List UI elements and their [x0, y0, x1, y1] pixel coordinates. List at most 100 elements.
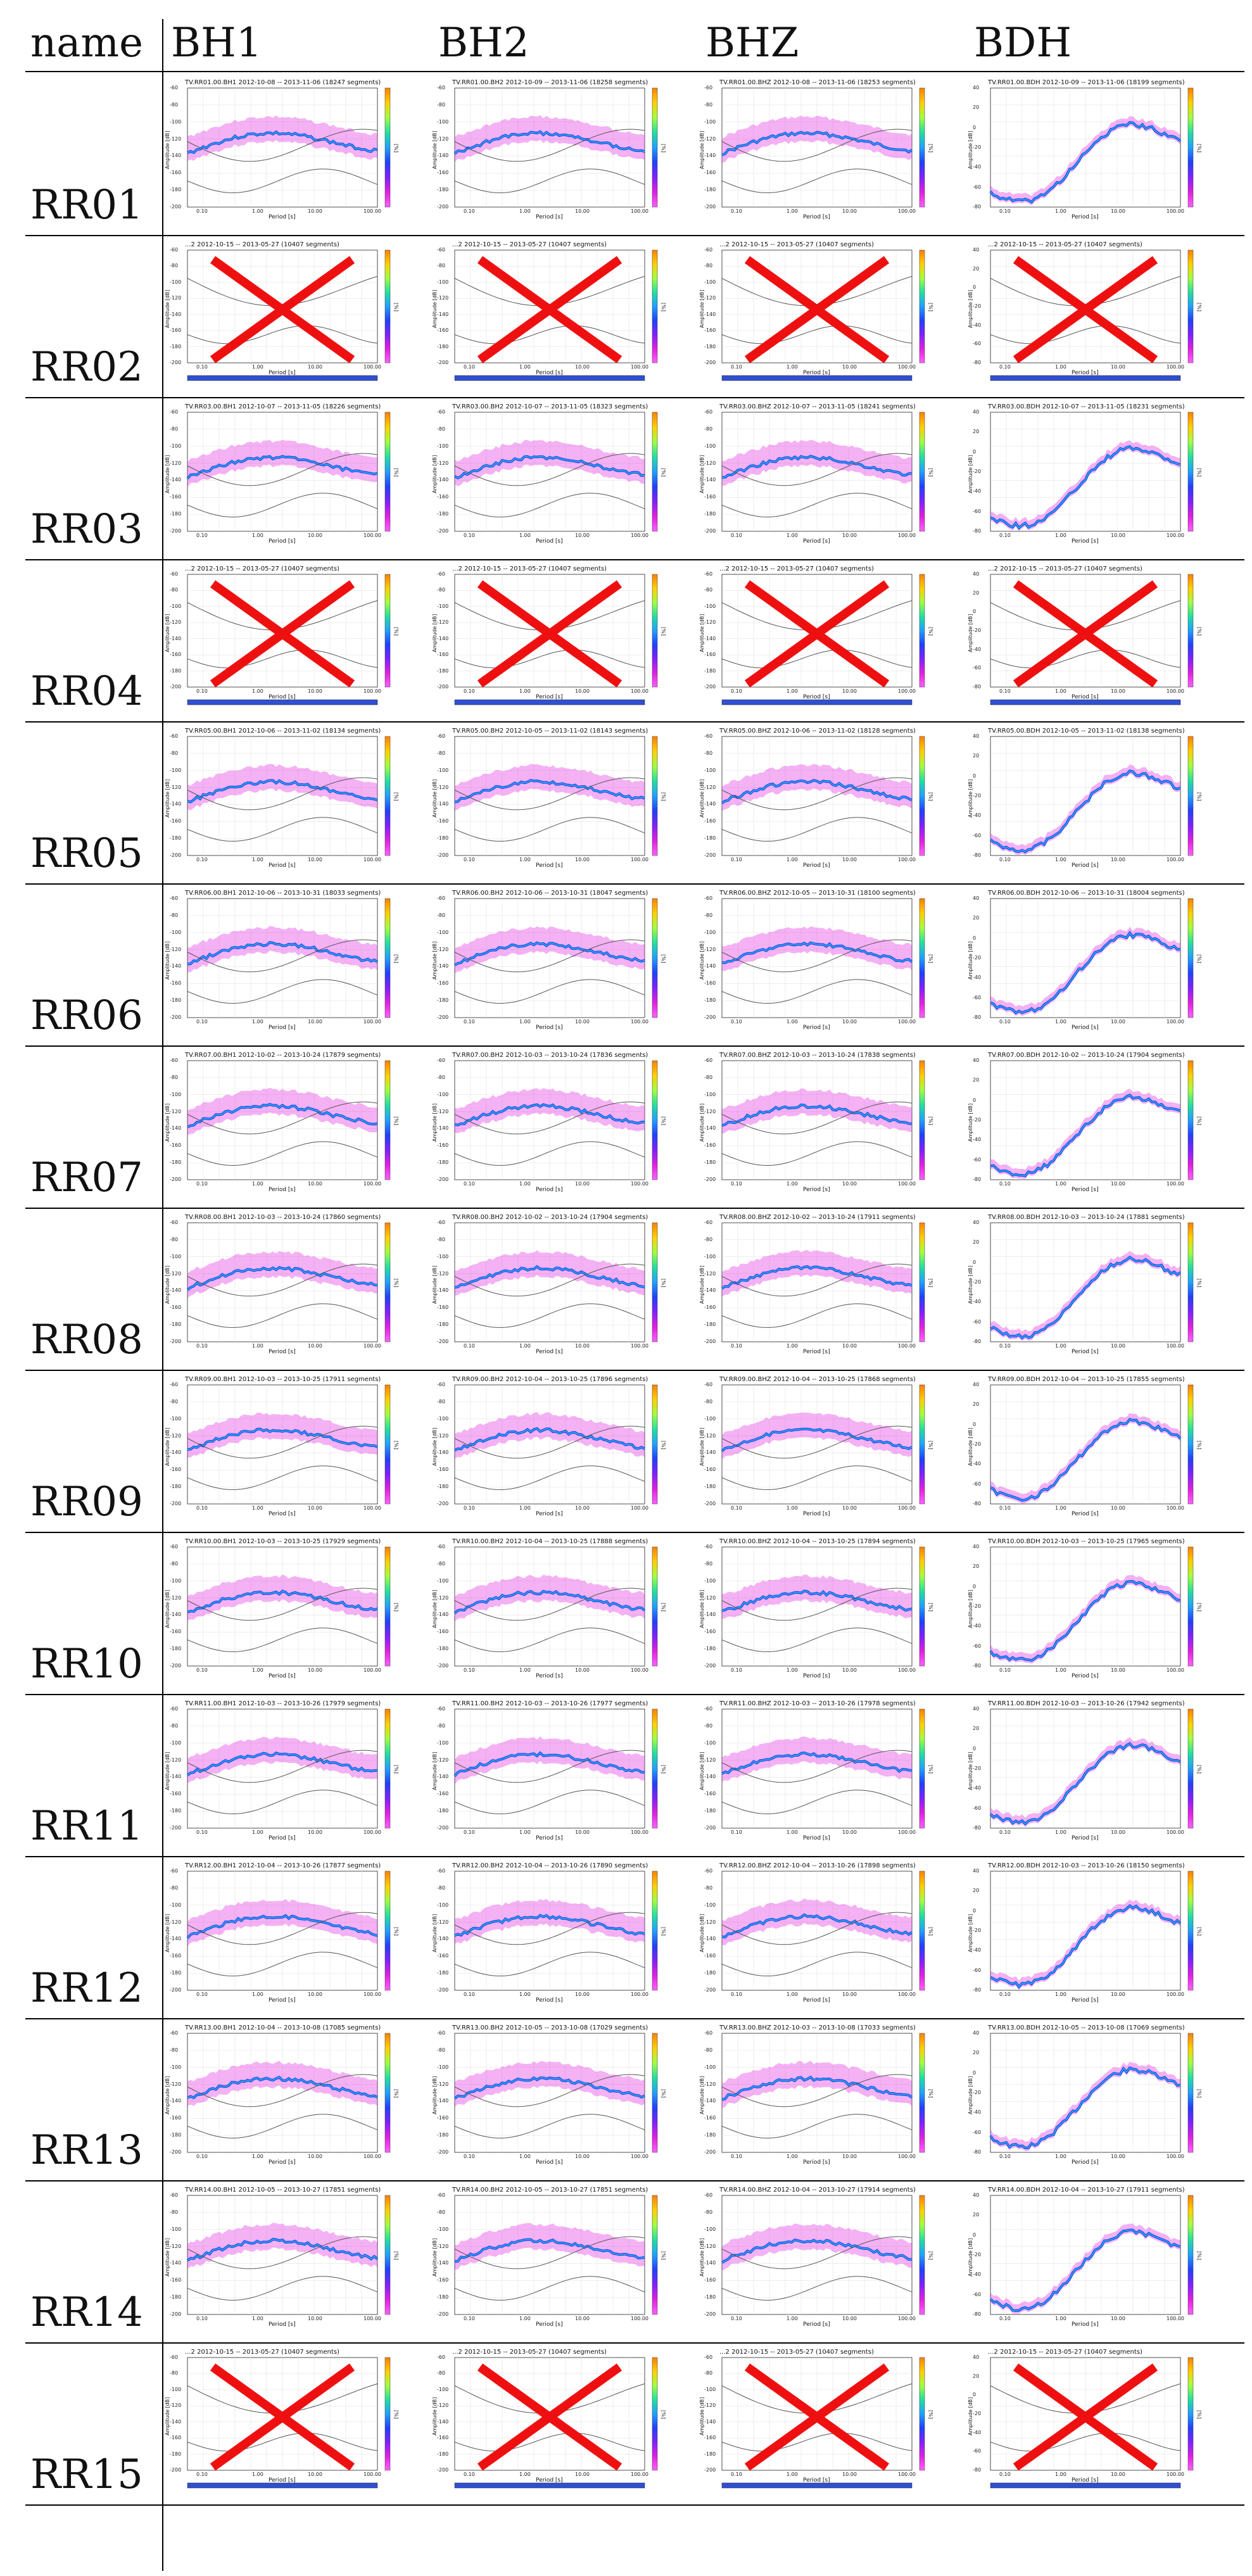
y-tick-label: -60 — [704, 1706, 713, 1712]
y-tick-label: 20 — [973, 915, 980, 921]
x-tick-label: 1.00 — [252, 1343, 263, 1349]
x-tick-label: 0.10 — [999, 2472, 1011, 2477]
x-axis-label: Period [s] — [269, 1187, 296, 1193]
x-tick-label: 0.10 — [999, 1829, 1011, 1835]
x-tick-label: 10.00 — [308, 1829, 322, 1835]
x-axis-label: Period [s] — [269, 1025, 296, 1031]
x-tick-label: 0.10 — [464, 364, 475, 370]
x-tick-label: 1.00 — [1055, 1829, 1066, 1835]
row-separator — [25, 1694, 1244, 1695]
high-noise-model — [721, 2074, 913, 2107]
y-axis-label: Amplitude [dB] — [968, 1589, 973, 1628]
high-noise-model — [187, 1750, 378, 1783]
x-tick-label: 1.00 — [519, 2316, 531, 2321]
psd-panel-rr01-bhz: TV.RR01.00.BHZ 2012-10-08 -- 2013-11-06 … — [699, 79, 941, 229]
y-tick-label: -120 — [170, 1432, 182, 1439]
x-tick-label: 0.10 — [464, 208, 475, 214]
psd-spread — [722, 1412, 912, 1460]
y-tick-label: 0 — [973, 1421, 977, 1427]
y-tick-label: -40 — [973, 2109, 982, 2116]
psd-panel-rr15-bh1: ...2 2012-10-15 -- 2013-05-27 (10407 seg… — [165, 2349, 407, 2498]
low-noise-model — [721, 979, 913, 1004]
y-tick-label: -80 — [973, 204, 982, 210]
psd-plot — [989, 1546, 1194, 1667]
y-tick-label: -100 — [170, 118, 182, 125]
y-axis-label: Amplitude [dB] — [165, 1427, 170, 1466]
x-tick-label: 100.00 — [898, 2472, 916, 2477]
x-tick-label: 1.00 — [1055, 688, 1066, 694]
colorbar — [384, 249, 391, 363]
colorbar — [1187, 1871, 1194, 1991]
x-axis-label: Period [s] — [803, 1349, 830, 1355]
psd-panel-rr12-bh1: TV.RR12.00.BH1 2012-10-04 -- 2013-10-26 … — [165, 1862, 407, 2012]
y-tick-label: -20 — [973, 1928, 982, 1933]
y-tick-label: -80 — [973, 1014, 982, 1020]
y-tick-label: -140 — [704, 635, 716, 641]
x-tick-label: 100.00 — [631, 1343, 648, 1349]
psd-mode — [454, 1104, 645, 1126]
y-tick-label: -80 — [437, 2209, 446, 2215]
psd-spread — [990, 1575, 1180, 1664]
colorbar — [384, 2357, 391, 2471]
x-tick-label: 10.00 — [1111, 1181, 1125, 1187]
x-tick-label: 10.00 — [842, 364, 857, 370]
y-tick-label: -180 — [704, 187, 716, 193]
x-tick-label: 1.00 — [252, 2316, 263, 2321]
row-label-rr05: RR05 — [30, 830, 143, 877]
panel-title: ...2 2012-10-15 -- 2013-05-27 (10407 seg… — [719, 2349, 874, 2356]
y-tick-label: -60 — [973, 1805, 982, 1811]
y-tick-label: -140 — [170, 963, 182, 969]
low-noise-model — [187, 1790, 378, 1814]
y-tick-label: -20 — [973, 1765, 982, 1771]
high-noise-model — [454, 1263, 645, 1297]
psd-mode — [454, 1428, 645, 1451]
y-tick-label: -140 — [704, 477, 716, 483]
y-tick-label: -80 — [704, 1885, 713, 1891]
psd-plot — [187, 2033, 391, 2153]
x-tick-label: 100.00 — [364, 1505, 381, 1511]
colorbar-label: [%] — [393, 468, 399, 477]
psd-mode — [187, 942, 378, 965]
psd-plot — [187, 736, 391, 856]
high-noise-model — [721, 1101, 913, 1135]
y-tick-label: -200 — [170, 2311, 182, 2317]
panel-title: ...2 2012-10-15 -- 2013-05-27 (10407 seg… — [452, 2349, 607, 2356]
y-tick-label: -160 — [170, 652, 182, 658]
high-noise-model — [721, 1425, 913, 1459]
colorbar-label: [%] — [393, 954, 399, 963]
x-tick-label: 0.10 — [731, 364, 742, 370]
x-tick-label: 0.10 — [196, 2472, 208, 2477]
x-tick-label: 100.00 — [364, 1667, 381, 1673]
high-noise-model — [187, 1588, 378, 1621]
colorbar — [384, 87, 391, 208]
x-tick-label: 100.00 — [1167, 533, 1184, 538]
failed-cross-stroke — [1013, 2363, 1158, 2471]
y-tick-label: 0 — [973, 284, 977, 291]
x-axis-label: Period [s] — [269, 694, 296, 700]
psd-spread — [455, 1250, 645, 1296]
colorbar-label: [%] — [661, 1603, 666, 1612]
y-tick-label: -80 — [437, 263, 446, 269]
x-tick-label: 1.00 — [519, 364, 531, 370]
psd-spread — [722, 764, 912, 812]
colorbar-label: [%] — [1196, 144, 1202, 153]
x-tick-label: 10.00 — [308, 364, 322, 370]
psd-panel-rr15-bdh: ...2 2012-10-15 -- 2013-05-27 (10407 seg… — [968, 2349, 1210, 2498]
y-tick-label: -40 — [973, 1461, 982, 1467]
psd-plot — [721, 574, 925, 705]
psd-panel-rr08-bdh: TV.RR08.00.BDH 2012-10-03 -- 2013-10-24 … — [968, 1214, 1210, 1363]
high-noise-model — [721, 939, 913, 973]
x-tick-label: 10.00 — [308, 1505, 322, 1511]
y-tick-label: -60 — [170, 1868, 179, 1874]
y-tick-label: -60 — [704, 1382, 713, 1387]
data-availability-bar — [454, 2482, 645, 2489]
x-tick-label: 10.00 — [308, 857, 322, 862]
colorbar — [652, 574, 658, 688]
y-tick-label: -80 — [704, 1398, 713, 1405]
y-tick-label: 0 — [973, 124, 977, 130]
row-label-rr01: RR01 — [30, 182, 143, 229]
panel-title: ...2 2012-10-15 -- 2013-05-27 (10407 seg… — [719, 565, 874, 572]
y-tick-label: -20 — [973, 1441, 982, 1447]
y-tick-label: -80 — [170, 912, 179, 918]
y-tick-label: -100 — [437, 118, 449, 125]
